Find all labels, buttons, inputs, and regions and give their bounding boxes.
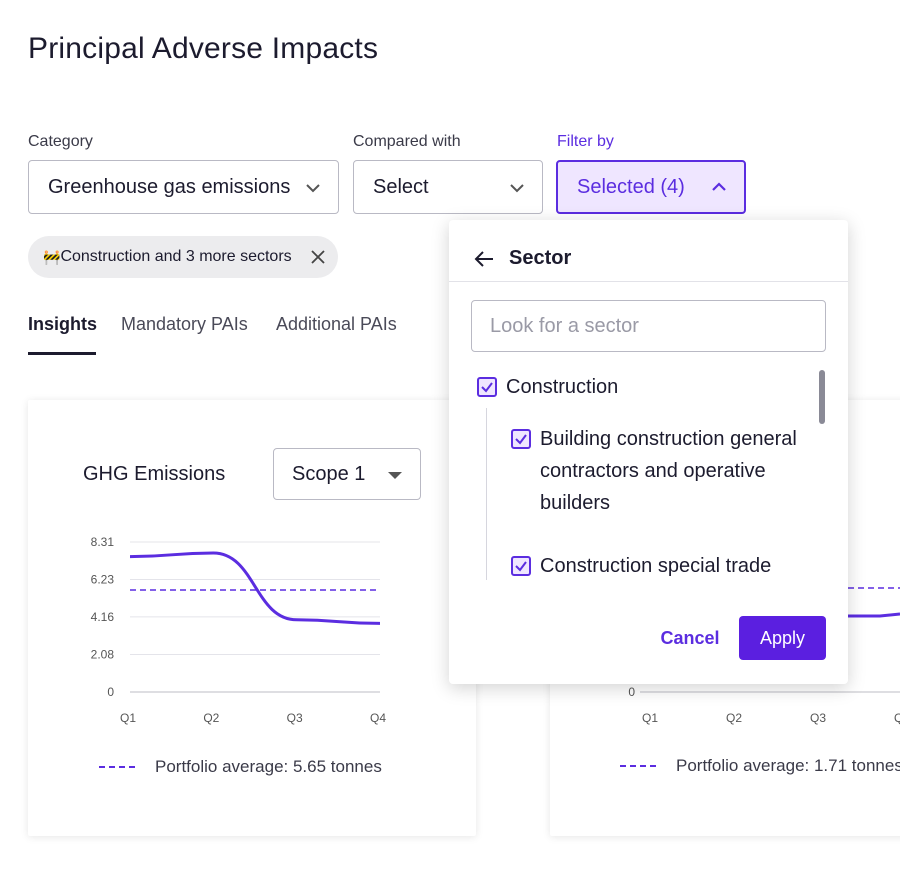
sector-label-construction-special-trade[interactable]: Construction special trade: [540, 555, 772, 577]
checkbox-building-construction[interactable]: [511, 429, 531, 449]
category-select[interactable]: Greenhouse gas emissions: [28, 160, 339, 214]
category-label: Category: [28, 133, 93, 150]
x-tick-label: Q1: [120, 711, 136, 725]
chevron-up-icon: [712, 182, 726, 191]
scope-select[interactable]: Scope 1: [273, 448, 421, 500]
chip-label: Construction and 3 more sectors: [60, 248, 292, 265]
close-icon[interactable]: [308, 247, 328, 267]
filter-by-label: Filter by: [557, 133, 614, 150]
sector-label-line: Building construction general: [540, 428, 797, 450]
series-line: [848, 612, 900, 618]
y-tick-label: 6.23: [91, 573, 115, 587]
y-tick-label: 2.08: [91, 647, 115, 661]
card-title: GHG Emissions: [83, 463, 226, 485]
checkbox-construction[interactable]: [477, 377, 497, 397]
legend-dashed-line: [620, 765, 656, 767]
x-tick-label: Q2: [726, 711, 742, 725]
sector-label-building-construction[interactable]: Building construction general contractor…: [540, 423, 797, 519]
x-tick-label: Q2: [203, 711, 219, 725]
legend-label: Portfolio average: 1.71 tonnes: [676, 756, 900, 775]
sector-filter-popover: Sector Construction Building constructio…: [449, 220, 848, 684]
sector-search-input[interactable]: [471, 300, 826, 352]
active-tab-indicator: [28, 352, 96, 355]
y-tick-label: 4.16: [91, 610, 115, 624]
checkmark-icon: [515, 561, 527, 572]
popover-header: Sector: [449, 220, 848, 282]
tab-mandatory-pais[interactable]: Mandatory PAIs: [121, 314, 248, 334]
sector-label-line: contractors and operative: [540, 460, 766, 482]
filter-by-select[interactable]: Selected (4): [556, 160, 746, 214]
x-tick-label: Q3: [810, 711, 826, 725]
x-tick-label: Q4: [894, 711, 900, 725]
legend-label: Portfolio average: 5.65 tonnes: [155, 757, 382, 776]
compared-with-select-value: Select: [373, 175, 429, 198]
y-tick-label: 8.31: [91, 535, 115, 549]
x-tick-label: Q1: [642, 711, 658, 725]
checkmark-icon: [481, 382, 493, 393]
page-title: Principal Adverse Impacts: [28, 32, 379, 65]
checkbox-construction-special-trade[interactable]: [511, 556, 531, 576]
sector-label-line: builders: [540, 492, 611, 514]
sector-label-construction[interactable]: Construction: [506, 376, 619, 398]
tab-insights[interactable]: Insights: [28, 314, 98, 334]
caret-down-icon: [388, 472, 402, 479]
tree-connector: [486, 408, 487, 580]
compared-with-select[interactable]: Select: [353, 160, 543, 214]
chevron-down-icon: [510, 184, 524, 193]
x-tick-label: Q3: [287, 711, 303, 725]
y-tick-label: 0: [107, 685, 114, 699]
category-select-value: Greenhouse gas emissions: [48, 175, 291, 198]
scope-select-value: Scope 1: [292, 462, 366, 485]
checkmark-icon: [515, 434, 527, 445]
filter-by-select-value: Selected (4): [577, 175, 685, 198]
legend-dashed-line: [99, 766, 135, 768]
compared-with-label: Compared with: [353, 133, 461, 150]
back-arrow-icon[interactable]: [473, 248, 495, 270]
popover-title: Sector: [509, 247, 572, 269]
tab-additional-pais[interactable]: Additional PAIs: [276, 314, 397, 334]
series-line: [129, 551, 381, 625]
cancel-button[interactable]: Cancel: [655, 616, 725, 660]
chevron-down-icon: [306, 184, 320, 193]
y-tick-label: 0: [628, 685, 635, 699]
construction-emoji-icon: 🚧: [43, 248, 61, 265]
x-tick-label: Q4: [370, 711, 386, 725]
apply-button[interactable]: Apply: [739, 616, 826, 660]
scrollbar[interactable]: [819, 370, 825, 424]
active-filter-chip[interactable]: 🚧 Construction and 3 more sectors: [28, 236, 338, 278]
